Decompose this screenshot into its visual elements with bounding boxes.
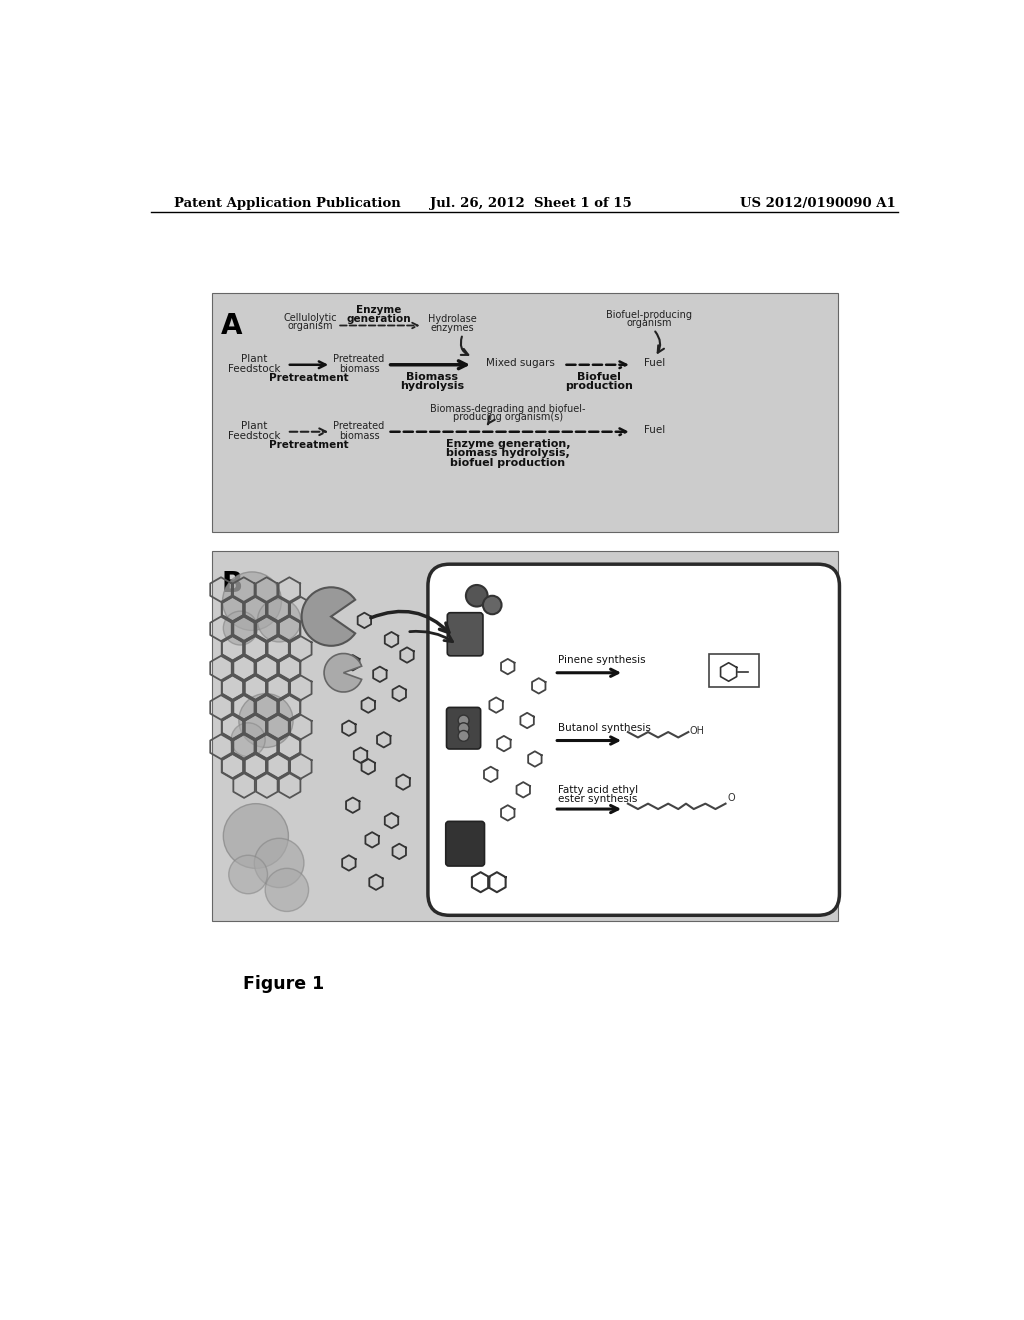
Text: Figure 1: Figure 1 bbox=[243, 974, 324, 993]
Text: Hydrolase: Hydrolase bbox=[428, 314, 476, 325]
Circle shape bbox=[458, 715, 469, 726]
Circle shape bbox=[228, 855, 267, 894]
Text: Fuel: Fuel bbox=[644, 358, 666, 368]
Text: Biomass-degrading and biofuel-: Biomass-degrading and biofuel- bbox=[430, 404, 586, 413]
Text: Biomass: Biomass bbox=[406, 372, 458, 381]
Text: Butanol synthesis: Butanol synthesis bbox=[558, 723, 651, 733]
Text: Feedstock: Feedstock bbox=[228, 363, 281, 374]
Circle shape bbox=[231, 723, 265, 756]
Text: Pretreatment: Pretreatment bbox=[268, 372, 348, 383]
Text: Cellulolytic: Cellulolytic bbox=[284, 313, 337, 323]
FancyBboxPatch shape bbox=[428, 564, 840, 915]
Text: organism: organism bbox=[626, 318, 672, 329]
Text: Enzyme generation,: Enzyme generation, bbox=[445, 440, 570, 449]
Text: Enzyme: Enzyme bbox=[355, 305, 401, 315]
Text: Fatty acid ethyl: Fatty acid ethyl bbox=[558, 785, 638, 795]
Text: Feedstock: Feedstock bbox=[228, 430, 281, 441]
Wedge shape bbox=[302, 587, 355, 645]
Circle shape bbox=[222, 572, 282, 631]
Circle shape bbox=[254, 838, 304, 887]
FancyBboxPatch shape bbox=[445, 821, 484, 866]
Text: producing organism(s): producing organism(s) bbox=[453, 412, 563, 422]
Circle shape bbox=[239, 693, 293, 747]
Text: Plant: Plant bbox=[241, 354, 267, 363]
Text: generation: generation bbox=[346, 314, 411, 323]
Text: B: B bbox=[221, 570, 242, 598]
Text: biomass: biomass bbox=[339, 430, 379, 441]
Text: US 2012/0190090 A1: US 2012/0190090 A1 bbox=[740, 197, 896, 210]
Text: Patent Application Publication: Patent Application Publication bbox=[174, 197, 401, 210]
Text: Jul. 26, 2012  Sheet 1 of 15: Jul. 26, 2012 Sheet 1 of 15 bbox=[430, 197, 632, 210]
FancyBboxPatch shape bbox=[446, 708, 480, 748]
Text: Pinene synthesis: Pinene synthesis bbox=[558, 656, 646, 665]
FancyBboxPatch shape bbox=[212, 293, 838, 532]
Text: A: A bbox=[221, 313, 243, 341]
Circle shape bbox=[458, 723, 469, 734]
Text: Plant: Plant bbox=[241, 421, 267, 430]
Circle shape bbox=[483, 595, 502, 614]
Circle shape bbox=[458, 730, 469, 742]
Text: Mixed sugars: Mixed sugars bbox=[485, 358, 555, 368]
FancyBboxPatch shape bbox=[710, 653, 759, 688]
Text: Pretreated: Pretreated bbox=[334, 421, 385, 432]
Circle shape bbox=[265, 869, 308, 911]
Text: Biofuel: Biofuel bbox=[578, 372, 622, 381]
Text: Biofuel-producing: Biofuel-producing bbox=[606, 310, 692, 319]
FancyBboxPatch shape bbox=[212, 552, 838, 921]
Text: production: production bbox=[565, 381, 633, 391]
FancyBboxPatch shape bbox=[447, 612, 483, 656]
Wedge shape bbox=[324, 653, 361, 692]
Text: hydrolysis: hydrolysis bbox=[399, 381, 464, 391]
Text: Fuel: Fuel bbox=[644, 425, 666, 436]
Text: Pretreatment: Pretreatment bbox=[268, 440, 348, 450]
Text: OH: OH bbox=[690, 726, 705, 737]
Circle shape bbox=[257, 599, 301, 642]
Text: biofuel production: biofuel production bbox=[451, 458, 565, 467]
Text: ester synthesis: ester synthesis bbox=[558, 795, 638, 804]
Circle shape bbox=[223, 611, 257, 645]
Circle shape bbox=[466, 585, 487, 607]
Text: enzymes: enzymes bbox=[430, 323, 474, 333]
Text: organism: organism bbox=[288, 321, 333, 331]
Text: biomass hydrolysis,: biomass hydrolysis, bbox=[445, 449, 569, 458]
Text: Pretreated: Pretreated bbox=[334, 354, 385, 364]
Text: biomass: biomass bbox=[339, 363, 379, 374]
Circle shape bbox=[223, 804, 289, 869]
Text: O: O bbox=[727, 793, 734, 804]
